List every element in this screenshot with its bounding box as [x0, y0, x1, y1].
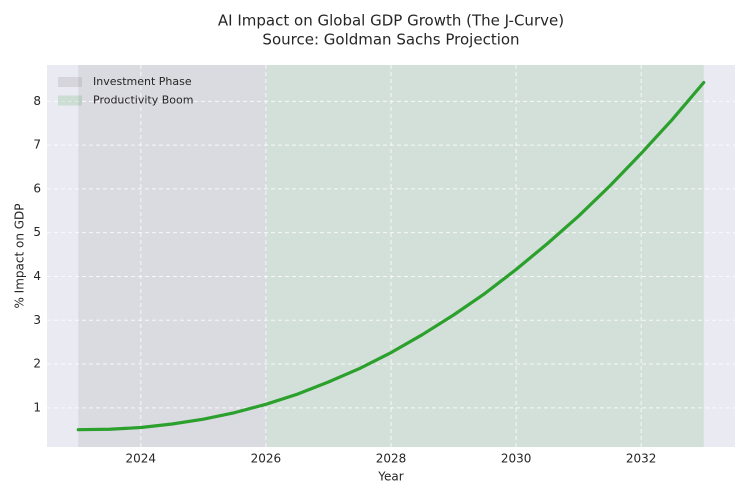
y-tick-label: 7	[33, 138, 41, 152]
x-tick-label: 2030	[501, 452, 532, 466]
x-tick-label: 2026	[251, 452, 282, 466]
shaded-span	[78, 65, 266, 447]
y-axis-label: % Impact on GDP	[13, 203, 27, 308]
y-tick-label: 6	[33, 181, 41, 195]
data-line	[76, 80, 706, 432]
x-axis-label: Year	[377, 470, 403, 484]
legend-label: Investment Phase	[93, 75, 192, 88]
x-tick-label: 2028	[376, 452, 407, 466]
legend-label: Productivity Boom	[93, 94, 193, 107]
chart-subtitle: Source: Goldman Sachs Projection	[262, 31, 519, 49]
x-tick-label: 2032	[626, 452, 657, 466]
legend-swatch	[58, 77, 82, 87]
y-tick-label: 4	[33, 269, 41, 283]
y-tick-label: 1	[33, 400, 41, 414]
y-tick-label: 5	[33, 225, 41, 239]
y-tick-label: 2	[33, 357, 41, 371]
y-tick-label: 8	[33, 94, 41, 108]
y-tick-label: 3	[33, 313, 41, 327]
legend-swatch	[58, 95, 82, 106]
chart-title: AI Impact on Global GDP Growth (The J-Cu…	[218, 12, 564, 30]
x-tick-label: 2024	[126, 452, 157, 466]
shaded-span	[265, 65, 704, 447]
